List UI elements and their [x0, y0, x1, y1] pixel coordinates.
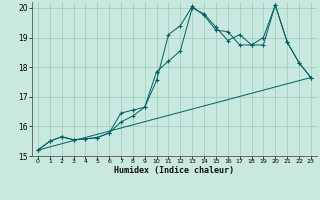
X-axis label: Humidex (Indice chaleur): Humidex (Indice chaleur): [115, 166, 234, 175]
